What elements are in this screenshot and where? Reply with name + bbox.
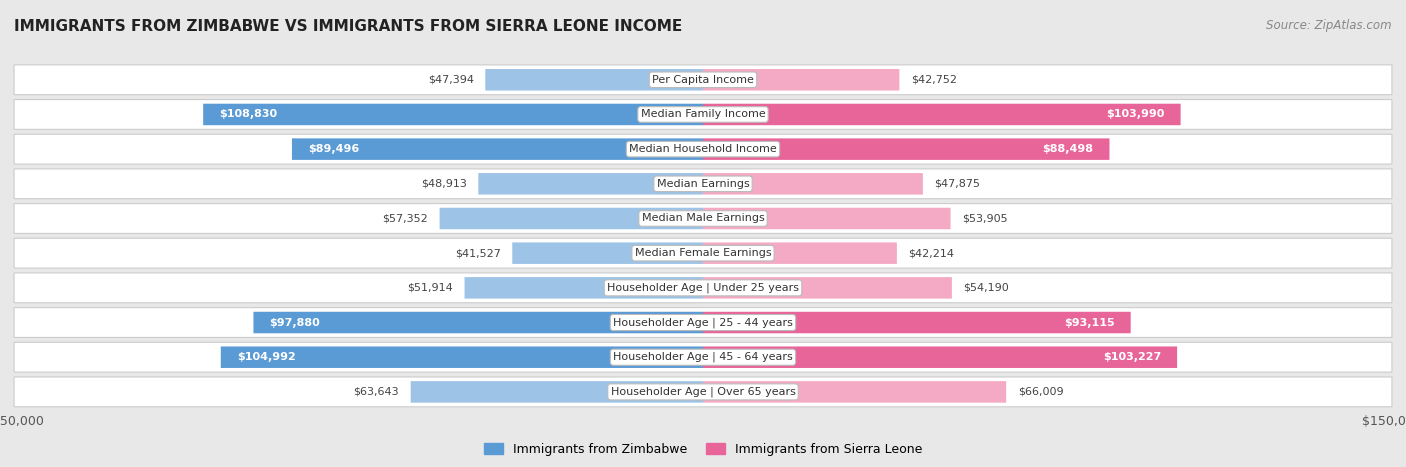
Text: Householder Age | 25 - 44 years: Householder Age | 25 - 44 years	[613, 317, 793, 328]
Text: Householder Age | Under 25 years: Householder Age | Under 25 years	[607, 283, 799, 293]
FancyBboxPatch shape	[478, 173, 703, 195]
Text: $108,830: $108,830	[219, 109, 277, 120]
FancyBboxPatch shape	[411, 381, 703, 403]
FancyBboxPatch shape	[14, 204, 1392, 234]
Text: Median Male Earnings: Median Male Earnings	[641, 213, 765, 224]
FancyBboxPatch shape	[703, 104, 1181, 125]
Text: Source: ZipAtlas.com: Source: ZipAtlas.com	[1267, 19, 1392, 32]
FancyBboxPatch shape	[703, 312, 1130, 333]
Text: $103,990: $103,990	[1107, 109, 1164, 120]
Text: $63,643: $63,643	[353, 387, 399, 397]
Text: Householder Age | 45 - 64 years: Householder Age | 45 - 64 years	[613, 352, 793, 362]
FancyBboxPatch shape	[703, 208, 950, 229]
Text: $88,498: $88,498	[1042, 144, 1094, 154]
FancyBboxPatch shape	[703, 242, 897, 264]
Text: IMMIGRANTS FROM ZIMBABWE VS IMMIGRANTS FROM SIERRA LEONE INCOME: IMMIGRANTS FROM ZIMBABWE VS IMMIGRANTS F…	[14, 19, 682, 34]
Text: $104,992: $104,992	[236, 352, 295, 362]
FancyBboxPatch shape	[14, 99, 1392, 129]
FancyBboxPatch shape	[703, 381, 1007, 403]
FancyBboxPatch shape	[292, 138, 703, 160]
Text: Median Earnings: Median Earnings	[657, 179, 749, 189]
Text: Median Household Income: Median Household Income	[628, 144, 778, 154]
FancyBboxPatch shape	[703, 138, 1109, 160]
FancyBboxPatch shape	[14, 169, 1392, 199]
Text: $53,905: $53,905	[962, 213, 1008, 224]
FancyBboxPatch shape	[703, 69, 900, 91]
FancyBboxPatch shape	[14, 238, 1392, 268]
FancyBboxPatch shape	[221, 347, 703, 368]
Text: $97,880: $97,880	[270, 318, 321, 327]
Text: $66,009: $66,009	[1018, 387, 1063, 397]
FancyBboxPatch shape	[703, 347, 1177, 368]
Text: $47,875: $47,875	[935, 179, 980, 189]
FancyBboxPatch shape	[703, 277, 952, 298]
Text: Median Female Earnings: Median Female Earnings	[634, 248, 772, 258]
FancyBboxPatch shape	[464, 277, 703, 298]
Text: $47,394: $47,394	[427, 75, 474, 85]
FancyBboxPatch shape	[202, 104, 703, 125]
FancyBboxPatch shape	[485, 69, 703, 91]
FancyBboxPatch shape	[14, 308, 1392, 338]
Text: $57,352: $57,352	[382, 213, 427, 224]
Text: $89,496: $89,496	[308, 144, 360, 154]
Text: Householder Age | Over 65 years: Householder Age | Over 65 years	[610, 387, 796, 397]
FancyBboxPatch shape	[14, 65, 1392, 95]
FancyBboxPatch shape	[14, 134, 1392, 164]
Text: $93,115: $93,115	[1064, 318, 1115, 327]
FancyBboxPatch shape	[14, 342, 1392, 372]
Text: $42,752: $42,752	[911, 75, 957, 85]
FancyBboxPatch shape	[512, 242, 703, 264]
Text: Per Capita Income: Per Capita Income	[652, 75, 754, 85]
FancyBboxPatch shape	[703, 173, 922, 195]
FancyBboxPatch shape	[14, 273, 1392, 303]
Text: $48,913: $48,913	[420, 179, 467, 189]
Text: $41,527: $41,527	[456, 248, 501, 258]
Legend: Immigrants from Zimbabwe, Immigrants from Sierra Leone: Immigrants from Zimbabwe, Immigrants fro…	[479, 438, 927, 461]
Text: $103,227: $103,227	[1102, 352, 1161, 362]
FancyBboxPatch shape	[253, 312, 703, 333]
Text: Median Family Income: Median Family Income	[641, 109, 765, 120]
Text: $54,190: $54,190	[963, 283, 1010, 293]
Text: $51,914: $51,914	[408, 283, 453, 293]
Text: $42,214: $42,214	[908, 248, 955, 258]
FancyBboxPatch shape	[440, 208, 703, 229]
FancyBboxPatch shape	[14, 377, 1392, 407]
